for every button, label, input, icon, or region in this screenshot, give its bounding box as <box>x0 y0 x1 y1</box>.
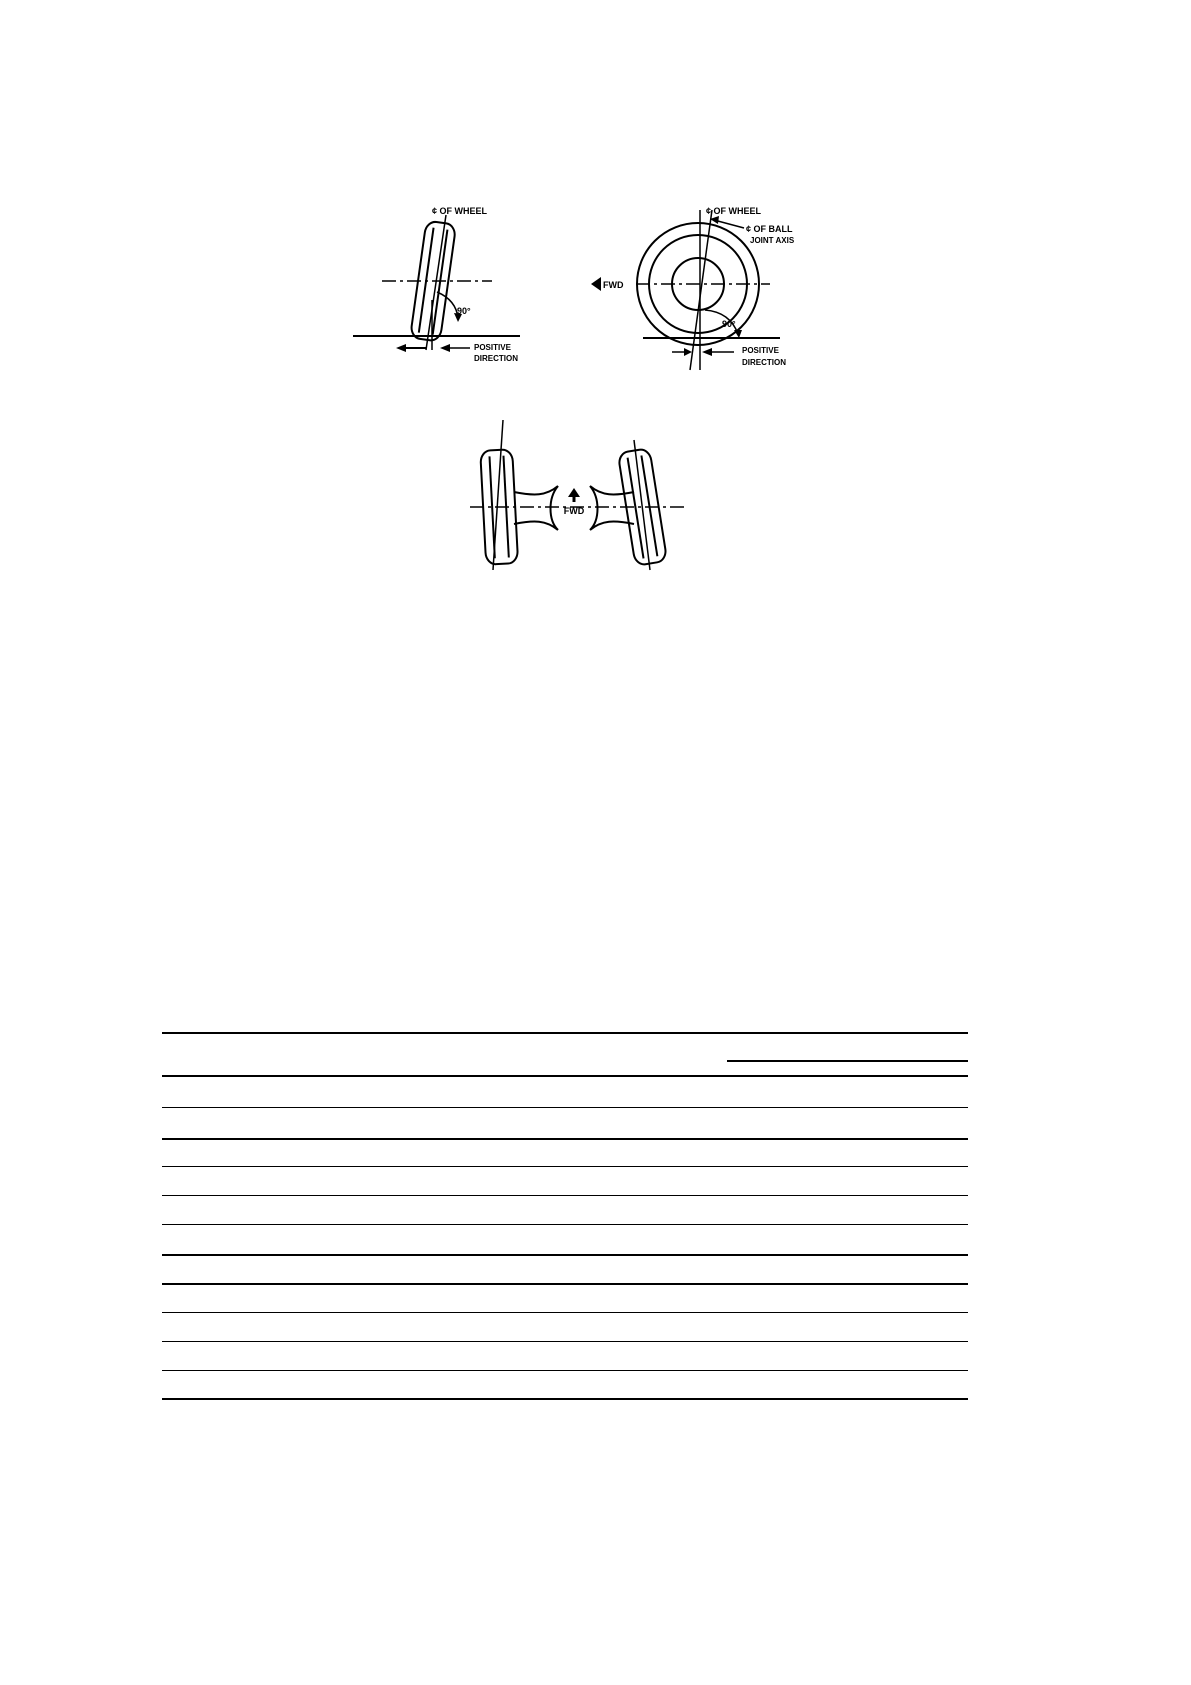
table-rule <box>162 1254 968 1256</box>
camber-positive-label: POSITIVE <box>474 343 512 352</box>
toe-forward-arrow-icon <box>568 488 580 497</box>
toe-right-centerline <box>633 439 651 571</box>
toe-left-spindle <box>513 485 559 531</box>
table-rule <box>162 1341 968 1342</box>
caster-wheel-centerline-label: ¢ OF WHEEL <box>706 206 762 216</box>
camber-angle-label: 90° <box>457 306 471 316</box>
caster-forward-arrow-icon <box>591 277 601 291</box>
caster-angle-label: 90° <box>722 319 736 329</box>
caster-forward-label: FWD <box>603 280 624 290</box>
camber-direction-label: DIRECTION <box>474 354 518 363</box>
toe-right-spindle <box>589 485 635 531</box>
caster-positive-label: POSITIVE <box>742 346 780 355</box>
table-rule <box>162 1370 968 1371</box>
table-rule <box>162 1398 968 1400</box>
caster-ball-joint-axis-label: JOINT AXIS <box>750 236 795 245</box>
caster-ball-joint-pointer <box>713 219 745 229</box>
caster-diagram <box>591 209 780 371</box>
camber-diagram <box>353 214 520 352</box>
camber-wheel-centerline <box>425 214 447 351</box>
toe-forward-label: FWD <box>564 506 585 516</box>
table-rule <box>162 1283 968 1285</box>
specifications-table <box>162 1032 968 1400</box>
caster-ball-joint-axis <box>689 209 713 371</box>
table-rule <box>162 1032 968 1034</box>
toe-right-tire <box>618 448 667 566</box>
table-rule <box>162 1224 968 1225</box>
toe-left-centerline <box>492 419 504 571</box>
table-rule-subheader <box>727 1060 968 1062</box>
caster-ball-joint-label: ¢ OF BALL <box>746 224 793 234</box>
camber-wheel-centerline-label: ¢ OF WHEEL <box>432 206 488 216</box>
table-rule <box>162 1195 968 1196</box>
table-rule <box>162 1166 968 1167</box>
table-rule <box>162 1312 968 1313</box>
table-rule <box>162 1138 968 1140</box>
table-rule <box>162 1107 968 1108</box>
camber-tire <box>410 220 456 342</box>
table-rule <box>162 1075 968 1077</box>
toe-diagram <box>470 419 684 571</box>
caster-direction-label: DIRECTION <box>742 358 786 367</box>
